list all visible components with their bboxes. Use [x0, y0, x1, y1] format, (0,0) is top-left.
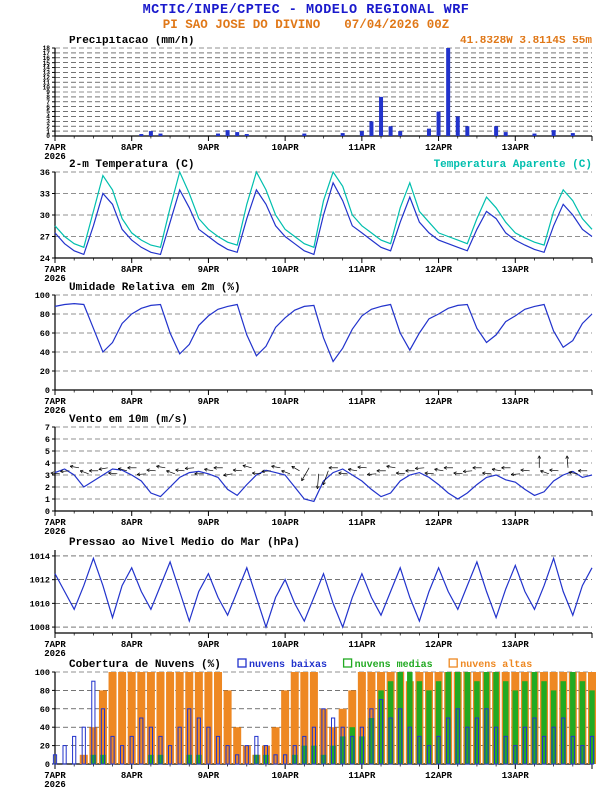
- svg-text:80: 80: [40, 686, 50, 696]
- svg-text:100: 100: [35, 291, 50, 301]
- svg-text:9APR: 9APR: [198, 397, 220, 407]
- svg-text:33: 33: [40, 189, 50, 199]
- svg-text:nuvens medias: nuvens medias: [355, 659, 433, 671]
- page-header: MCTIC/INPE/CPTEC - MODELO REGIONAL WRF P…: [0, 0, 612, 36]
- svg-text:1012: 1012: [30, 576, 50, 586]
- svg-text:6: 6: [45, 435, 50, 445]
- svg-text:10APR: 10APR: [272, 397, 300, 407]
- svg-text:nuvens altas: nuvens altas: [460, 659, 532, 671]
- svg-text:8APR: 8APR: [121, 771, 143, 781]
- svg-text:100: 100: [35, 668, 50, 678]
- svg-text:60: 60: [40, 329, 50, 339]
- svg-text:Cobertura de Nuvens (%): Cobertura de Nuvens (%): [69, 659, 221, 671]
- svg-text:9APR: 9APR: [198, 518, 220, 528]
- svg-text:8APR: 8APR: [121, 143, 143, 153]
- svg-text:7: 7: [45, 423, 50, 433]
- svg-text:8APR: 8APR: [121, 518, 143, 528]
- svg-text:60: 60: [40, 705, 50, 715]
- svg-text:2-m Temperatura (C): 2-m Temperatura (C): [69, 159, 194, 171]
- svg-text:5: 5: [45, 447, 50, 457]
- svg-text:Precipitacao (mm/h): Precipitacao (mm/h): [69, 36, 194, 47]
- svg-text:13APR: 13APR: [502, 640, 530, 650]
- svg-text:10APR: 10APR: [272, 143, 300, 153]
- svg-text:Pressao ao Nivel Medio do Mar: Pressao ao Nivel Medio do Mar (hPa): [69, 537, 300, 549]
- svg-text:11APR: 11APR: [348, 265, 376, 275]
- svg-text:9APR: 9APR: [198, 771, 220, 781]
- svg-text:Temperatura Aparente (C): Temperatura Aparente (C): [434, 159, 592, 171]
- svg-text:11APR: 11APR: [348, 143, 376, 153]
- svg-text:40: 40: [40, 723, 50, 733]
- svg-text:1: 1: [45, 495, 50, 505]
- station-name: PI SAO JOSE DO DIVINO: [163, 18, 321, 32]
- svg-text:36: 36: [40, 168, 50, 178]
- svg-text:11APR: 11APR: [348, 640, 376, 650]
- svg-text:12APR: 12APR: [425, 518, 453, 528]
- svg-text:10APR: 10APR: [272, 640, 300, 650]
- svg-text:9APR: 9APR: [198, 265, 220, 275]
- svg-text:0: 0: [45, 507, 50, 517]
- svg-text:1014: 1014: [30, 552, 50, 562]
- svg-text:4: 4: [45, 459, 50, 469]
- svg-text:8APR: 8APR: [121, 397, 143, 407]
- svg-text:8APR: 8APR: [121, 265, 143, 275]
- svg-text:40: 40: [40, 348, 50, 358]
- svg-text:Umidade Relativa em 2m (%): Umidade Relativa em 2m (%): [69, 282, 241, 294]
- svg-text:24: 24: [40, 254, 50, 264]
- panel-precipitation: 01234567891011121314151617187APR20268APR…: [43, 36, 593, 162]
- meteogram-chart: 01234567891011121314151617187APR20268APR…: [0, 36, 612, 792]
- svg-text:Vento em 10m (m/s): Vento em 10m (m/s): [69, 414, 188, 426]
- svg-text:27: 27: [40, 232, 50, 242]
- svg-text:41.8328W 3.8114S 55m: 41.8328W 3.8114S 55m: [460, 36, 592, 47]
- svg-text:12APR: 12APR: [425, 771, 453, 781]
- svg-text:11APR: 11APR: [348, 771, 376, 781]
- svg-text:0: 0: [45, 386, 50, 396]
- svg-text:0: 0: [45, 760, 50, 770]
- svg-text:20: 20: [40, 742, 50, 752]
- svg-text:13APR: 13APR: [502, 771, 530, 781]
- svg-text:3: 3: [45, 471, 50, 481]
- svg-text:9APR: 9APR: [198, 143, 220, 153]
- svg-text:8APR: 8APR: [121, 640, 143, 650]
- svg-text:9APR: 9APR: [198, 640, 220, 650]
- svg-text:12APR: 12APR: [425, 143, 453, 153]
- svg-text:2026: 2026: [44, 152, 66, 162]
- svg-text:13APR: 13APR: [502, 143, 530, 153]
- svg-text:12APR: 12APR: [425, 640, 453, 650]
- svg-text:13APR: 13APR: [502, 265, 530, 275]
- svg-text:2: 2: [45, 483, 50, 493]
- svg-text:1010: 1010: [30, 599, 50, 609]
- svg-text:11APR: 11APR: [348, 397, 376, 407]
- svg-text:13APR: 13APR: [502, 397, 530, 407]
- svg-text:2026: 2026: [44, 649, 66, 659]
- svg-text:10APR: 10APR: [272, 518, 300, 528]
- svg-text:2026: 2026: [44, 780, 66, 790]
- svg-text:10APR: 10APR: [272, 265, 300, 275]
- svg-text:12APR: 12APR: [425, 397, 453, 407]
- svg-text:2026: 2026: [44, 406, 66, 416]
- svg-text:13APR: 13APR: [502, 518, 530, 528]
- svg-text:nuvens baixas: nuvens baixas: [249, 659, 327, 671]
- svg-text:1008: 1008: [30, 623, 50, 633]
- run-datetime: 07/04/2026 00Z: [344, 18, 449, 32]
- model-title: MCTIC/INPE/CPTEC - MODELO REGIONAL WRF: [0, 3, 612, 18]
- svg-text:2026: 2026: [44, 274, 66, 284]
- svg-text:11APR: 11APR: [348, 518, 376, 528]
- svg-text:20: 20: [40, 367, 50, 377]
- svg-text:30: 30: [40, 211, 50, 221]
- svg-text:80: 80: [40, 310, 50, 320]
- svg-text:10APR: 10APR: [272, 771, 300, 781]
- svg-text:12APR: 12APR: [425, 265, 453, 275]
- run-info: PI SAO JOSE DO DIVINO 07/04/2026 00Z: [0, 18, 612, 32]
- svg-text:2026: 2026: [44, 527, 66, 537]
- svg-text:18: 18: [43, 45, 51, 52]
